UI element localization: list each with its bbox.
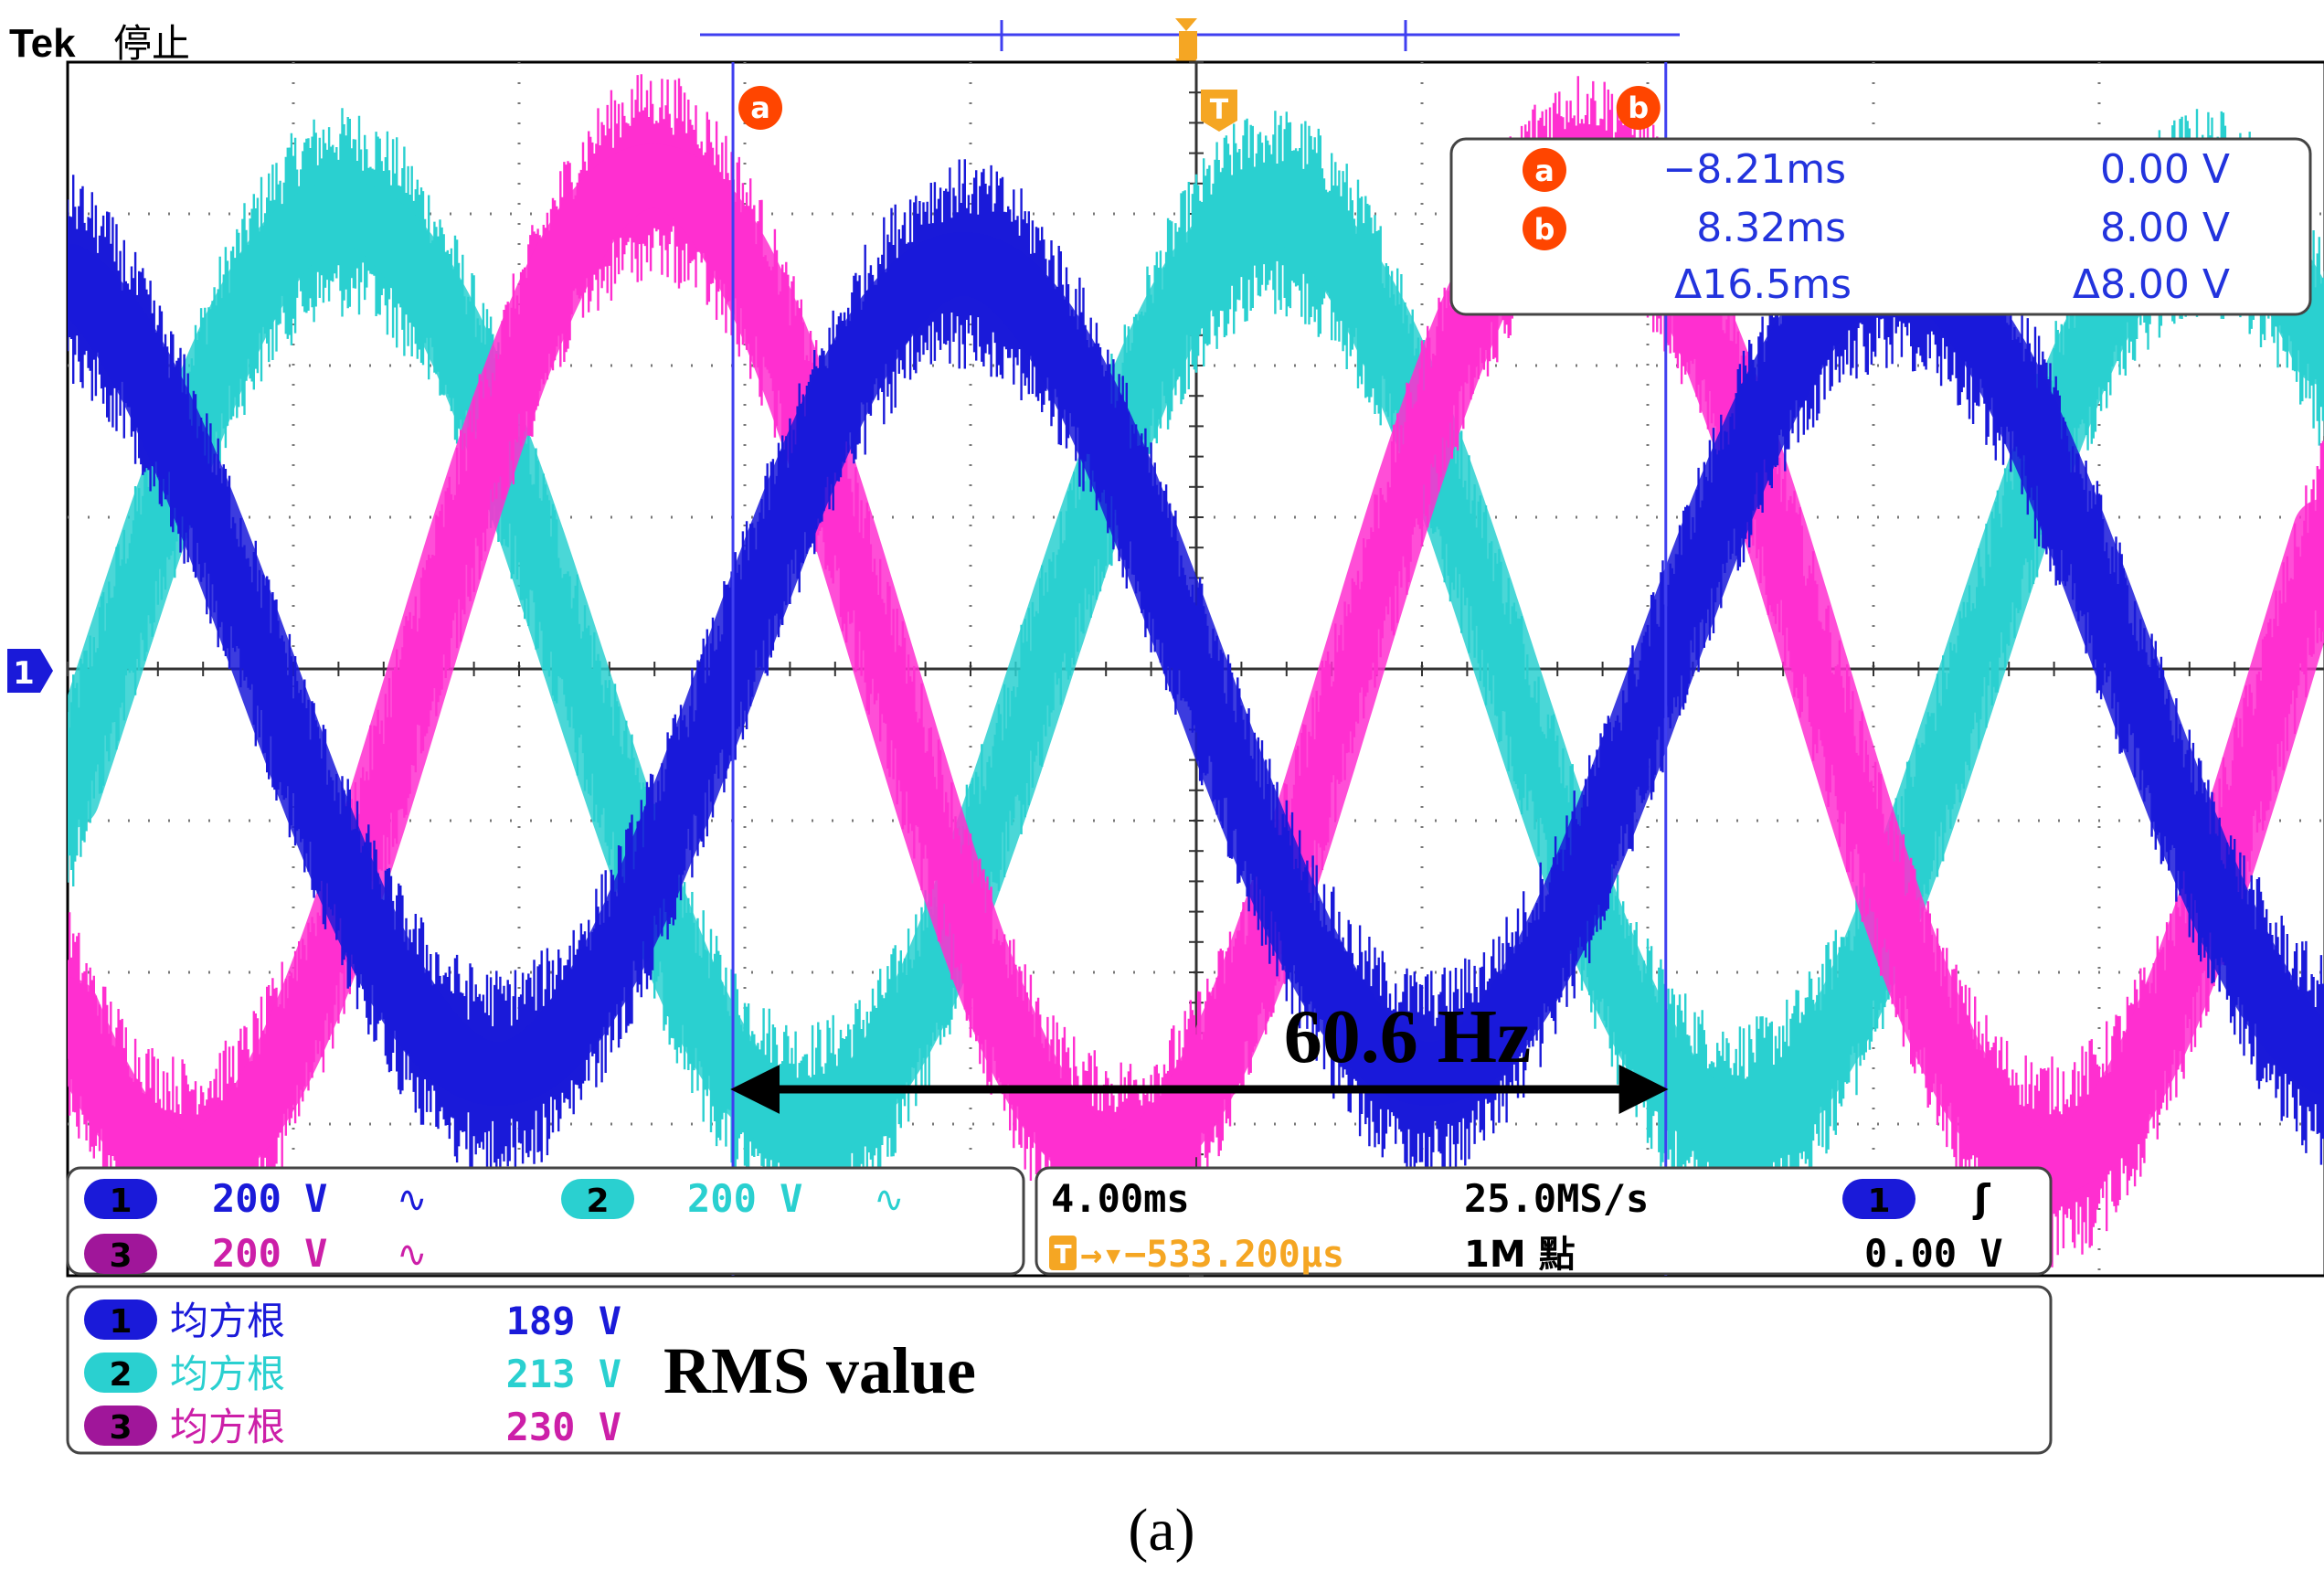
cursor-delta-time: Δ16.5ms <box>1674 261 1852 308</box>
channel-1-scale: 200 V <box>212 1176 327 1221</box>
channel-2-scale: 200 V <box>687 1176 802 1221</box>
channel-2-badge[interactable] <box>561 1179 634 1219</box>
channel-2-coupling: ∿ <box>874 1179 905 1221</box>
measurement-panel: 1 均方根 189 V 2 均方根 213 V 3 均方根 230 V RMS … <box>66 1285 2053 1455</box>
channel-1-badge[interactable] <box>84 1179 157 1219</box>
measure-1-badge <box>84 1299 157 1340</box>
trigger-offset-icon <box>1049 1236 1077 1270</box>
channel-1-coupling: ∿ <box>397 1179 428 1221</box>
svg-text:b: b <box>1628 90 1649 125</box>
svg-text:a: a <box>1534 154 1555 188</box>
rms-annotation: RMS value <box>663 1334 976 1407</box>
channel-3-coupling: ∿ <box>397 1234 428 1276</box>
trigger-offset: →▾−533.200μs <box>1080 1234 1344 1276</box>
svg-text:3: 3 <box>109 1237 132 1275</box>
measure-2-label: 均方根 <box>170 1352 285 1396</box>
svg-text:3: 3 <box>109 1409 132 1447</box>
trigger-slope-icon: ʃ <box>1972 1176 1991 1221</box>
measure-3-badge <box>84 1406 157 1446</box>
trigger-source-badge[interactable] <box>1842 1179 1915 1219</box>
svg-text:a: a <box>750 90 770 125</box>
svg-text:2: 2 <box>586 1183 609 1220</box>
channel-3-scale: 200 V <box>212 1231 327 1276</box>
cursor-b-voltage: 8.00 V <box>2100 205 2230 251</box>
record-length: 1M 點 <box>1464 1234 1576 1276</box>
cursor-readout-panel: a −8.21ms 0.00 V b 8.32ms 8.00 V Δ16.5ms… <box>1449 137 2312 316</box>
channel-3-badge[interactable] <box>84 1234 157 1274</box>
svg-text:1: 1 <box>109 1183 132 1220</box>
svg-text:1: 1 <box>13 655 35 692</box>
svg-text:1: 1 <box>109 1303 132 1341</box>
measure-3-value: 230 V <box>506 1405 621 1449</box>
channel-settings-panel[interactable]: 1 200 V ∿ 2 200 V ∿ 3 200 V ∿ <box>66 1166 1025 1276</box>
cursor-b-time: 8.32ms <box>1696 205 1846 251</box>
cursor-a-marker[interactable]: a <box>738 86 783 130</box>
measure-1-value: 189 V <box>506 1299 621 1343</box>
timebase-panel[interactable]: 4.00ms 25.0MS/s 1 ʃ T →▾−533.200μs 1M 點 … <box>1035 1166 2053 1276</box>
period-annotation: 60.6 Hz <box>730 994 1669 1114</box>
brand-label: Tek <box>9 21 76 66</box>
time-per-division: 4.00ms <box>1051 1176 1190 1221</box>
measure-2-value: 213 V <box>506 1352 621 1396</box>
figure-caption: (a) <box>1128 1497 1194 1564</box>
acquisition-status: 停止 <box>113 21 190 66</box>
cursor-a-voltage: 0.00 V <box>2100 146 2230 193</box>
cursor-delta-voltage: Δ8.00 V <box>2073 261 2230 308</box>
svg-text:T: T <box>1054 1239 1071 1269</box>
trigger-time-marker: T <box>1201 90 1237 132</box>
sample-rate: 25.0MS/s <box>1464 1176 1649 1221</box>
cursor-b-marker[interactable]: b <box>1616 86 1661 130</box>
svg-text:1: 1 <box>1867 1183 1890 1220</box>
trigger-level: 0.00 V <box>1864 1231 2003 1276</box>
frequency-label: 60.6 Hz <box>1284 994 1532 1079</box>
channel-1-ground-marker[interactable]: 1 <box>7 649 53 693</box>
measure-1-label: 均方根 <box>170 1299 285 1343</box>
channel-2-trace <box>68 180 2324 1158</box>
svg-text:2: 2 <box>109 1356 132 1394</box>
cursor-a-time: −8.21ms <box>1662 146 1846 193</box>
svg-text:T: T <box>1210 94 1229 126</box>
measure-3-label: 均方根 <box>170 1405 285 1449</box>
measure-2-badge <box>84 1353 157 1393</box>
svg-text:b: b <box>1534 212 1555 247</box>
